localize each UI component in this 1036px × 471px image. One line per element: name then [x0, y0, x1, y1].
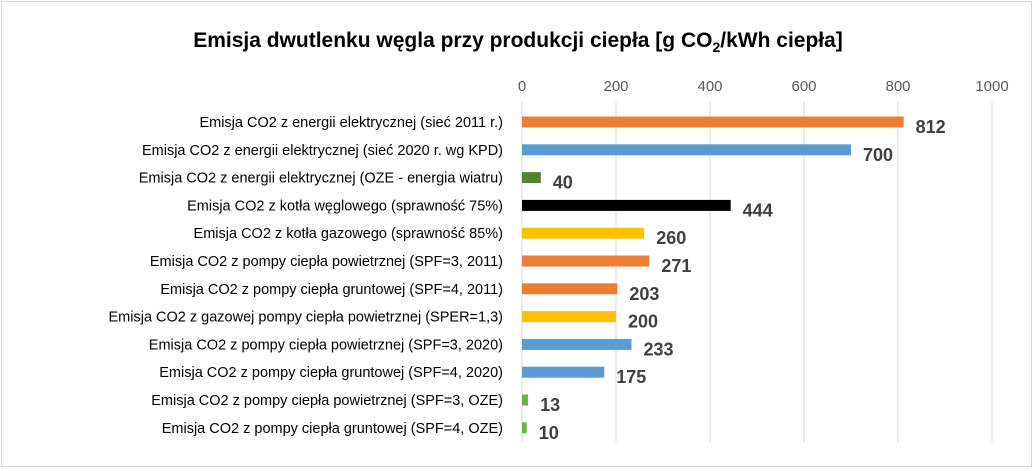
- data-label: 175: [616, 367, 646, 387]
- data-label: 271: [661, 256, 691, 276]
- bar: [522, 394, 529, 406]
- bar: [522, 338, 632, 350]
- category-label: Emisja CO2 z energii elektrycznej (sieć …: [142, 143, 503, 159]
- tick-label: 200: [603, 78, 628, 95]
- category-label: Emisja CO2 z pompy ciepła gruntowej (SPF…: [160, 282, 503, 298]
- data-label: 700: [863, 145, 893, 165]
- tick-label: 800: [885, 78, 910, 95]
- bar: [522, 311, 616, 323]
- bar: [522, 227, 645, 239]
- tick-label: 600: [791, 78, 816, 95]
- axis-ticks: 0 200 400 600 800 1000: [518, 78, 1009, 95]
- data-label: 233: [644, 339, 674, 359]
- category-label: Emisja CO2 z pompy ciepła gruntowej (SPF…: [159, 365, 503, 381]
- data-label: 40: [553, 173, 573, 193]
- category-label: Emisja CO2 z gazowej pompy ciepła powiet…: [109, 310, 504, 326]
- data-label: 260: [656, 228, 686, 248]
- bar: [522, 422, 527, 434]
- bar: [522, 144, 851, 156]
- bar: [522, 255, 650, 267]
- chart-title: Emisja dwutlenku węgla przy produkcji ci…: [193, 29, 843, 55]
- data-label: 200: [628, 312, 658, 332]
- tick-label: 0: [518, 78, 526, 95]
- bar: [522, 199, 731, 211]
- bars: [522, 116, 904, 434]
- category-label: Emisja CO2 z pompy ciepła powietrznej (S…: [149, 337, 503, 353]
- data-label: 10: [539, 423, 559, 443]
- category-label: Emisja CO2 z pompy ciepła powietrznej (S…: [150, 254, 503, 270]
- category-label: Emisja CO2 z pompy ciepła gruntowej (SPF…: [162, 421, 503, 437]
- category-label: Emisja CO2 z kotła gazowego (sprawność 8…: [194, 226, 503, 242]
- data-label: 812: [916, 117, 946, 137]
- category-label: Emisja CO2 z energii elektrycznej (OZE -…: [139, 171, 503, 187]
- tick-label: 1000: [975, 78, 1008, 95]
- tick-label: 400: [697, 78, 722, 95]
- bar: [522, 366, 605, 378]
- data-label: 13: [540, 395, 560, 415]
- data-label: 444: [743, 200, 773, 220]
- category-label: Emisja CO2 z pompy ciepła powietrznej (S…: [151, 393, 503, 409]
- category-labels: Emisja CO2 z energii elektrycznej (sieć …: [109, 115, 504, 437]
- data-label: 203: [629, 284, 659, 304]
- gridlines: [521, 102, 993, 442]
- category-label: Emisja CO2 z kotła węglowego (sprawność …: [187, 198, 503, 214]
- category-label: Emisja CO2 z energii elektrycznej (sieć …: [199, 115, 503, 131]
- bar: [522, 283, 618, 295]
- bar: [522, 172, 541, 184]
- bar: [522, 116, 904, 128]
